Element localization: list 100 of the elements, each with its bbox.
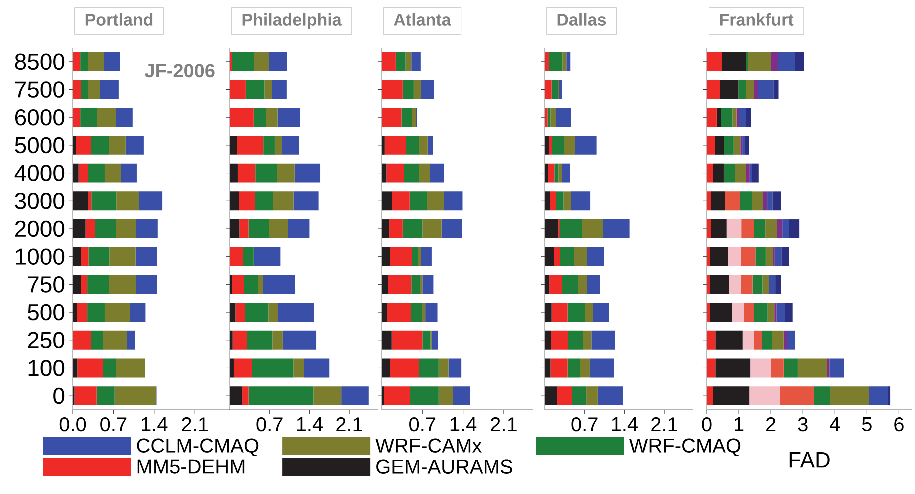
- bar: [418, 247, 422, 266]
- bar: [710, 275, 730, 294]
- bar: [453, 386, 470, 406]
- bar: [121, 164, 137, 183]
- bar: [556, 108, 572, 128]
- bar: [711, 192, 726, 211]
- bar: [568, 330, 584, 350]
- bar: [745, 136, 750, 155]
- bar: [382, 303, 388, 322]
- bar: [73, 330, 92, 350]
- bar: [827, 358, 830, 378]
- bar: [552, 303, 568, 322]
- bar: [550, 192, 556, 211]
- x-tick-label: 0: [702, 418, 712, 432]
- bar: [245, 303, 269, 322]
- bar: [422, 303, 426, 322]
- bar: [81, 275, 88, 294]
- x-tick-label: 3: [798, 418, 808, 432]
- bar: [392, 330, 423, 350]
- chart-title: Dallas: [558, 13, 606, 26]
- bar: [255, 192, 274, 211]
- bar: [387, 303, 412, 322]
- bar: [342, 386, 369, 406]
- bar: [787, 330, 796, 350]
- y-tick-label: 7500: [15, 82, 65, 98]
- bar: [382, 358, 390, 378]
- bar: [558, 386, 572, 406]
- x-tick-label: 0.7: [410, 418, 436, 432]
- bar: [73, 192, 88, 211]
- bar: [768, 192, 773, 211]
- bar: [382, 330, 392, 350]
- bar: [545, 303, 552, 322]
- bar: [384, 386, 410, 406]
- bar: [754, 220, 766, 238]
- bar: [592, 330, 616, 350]
- bar: [73, 52, 81, 72]
- bar: [438, 386, 454, 406]
- bar: [244, 275, 258, 294]
- bar: [562, 164, 570, 183]
- bar: [382, 192, 392, 211]
- bar: [80, 52, 88, 72]
- x-tick-label: 2.1: [491, 418, 517, 432]
- bar: [772, 330, 784, 350]
- bar: [769, 275, 776, 294]
- legend-label: CCLM-CMAQ: [137, 438, 259, 457]
- bar: [566, 52, 571, 72]
- bar: [116, 358, 146, 378]
- bar: [230, 108, 254, 128]
- bar: [754, 330, 762, 350]
- bar: [247, 330, 273, 350]
- bar: [724, 136, 734, 155]
- bar: [100, 80, 119, 100]
- bar: [422, 220, 442, 238]
- bar: [545, 80, 552, 100]
- bar: [402, 220, 423, 238]
- bar: [603, 220, 630, 238]
- bar: [548, 52, 563, 72]
- bar: [139, 192, 163, 211]
- bar: [386, 164, 404, 183]
- y-tick-label: 250: [28, 332, 65, 349]
- x-tick-label: 1.4: [142, 418, 168, 432]
- bar: [778, 52, 796, 72]
- bar: [230, 220, 240, 238]
- bar: [277, 164, 295, 183]
- bar: [419, 136, 428, 155]
- bar: [116, 108, 133, 128]
- bar: [771, 52, 778, 72]
- bar: [586, 386, 598, 406]
- bar: [314, 386, 342, 406]
- bar: [412, 247, 418, 266]
- bar: [766, 220, 778, 238]
- legend-label: WRF-CAMx: [376, 438, 482, 453]
- bar: [736, 108, 740, 128]
- bar: [406, 52, 412, 72]
- bar: [422, 247, 432, 266]
- bar: [282, 136, 300, 155]
- bar: [256, 164, 278, 183]
- bar: [88, 164, 105, 183]
- bar: [78, 358, 104, 378]
- bar: [116, 192, 140, 211]
- bar: [97, 108, 116, 128]
- bar: [725, 192, 740, 211]
- bar: [545, 247, 554, 266]
- bar: [545, 220, 559, 238]
- bar: [73, 275, 82, 294]
- bar: [410, 386, 439, 406]
- bar: [109, 275, 136, 294]
- bar: [830, 358, 844, 378]
- bar: [402, 80, 414, 100]
- bar: [73, 220, 86, 238]
- bar: [288, 220, 310, 238]
- x-tick-label: 2.1: [336, 418, 362, 432]
- bar: [732, 303, 744, 322]
- bar: [551, 330, 568, 350]
- bar: [574, 247, 588, 266]
- bar: [248, 220, 270, 238]
- bar: [582, 220, 604, 238]
- bar: [564, 192, 572, 211]
- bar: [282, 330, 317, 350]
- bar: [742, 220, 754, 238]
